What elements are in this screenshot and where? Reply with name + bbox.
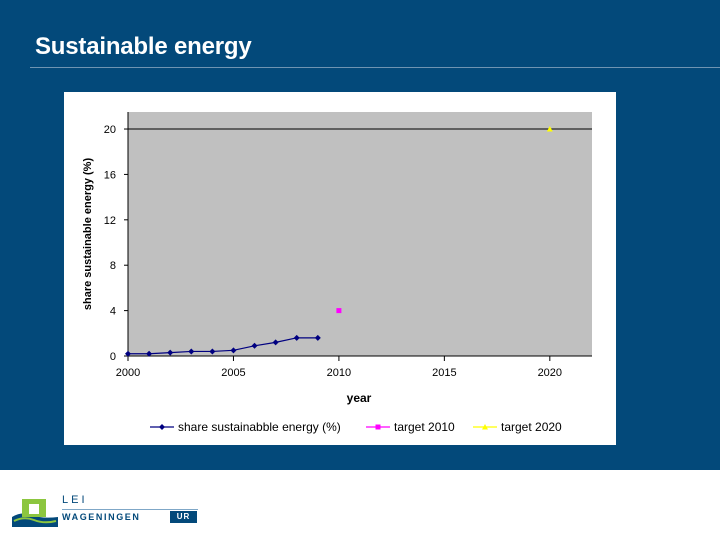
y-tick-label: 4 xyxy=(110,306,116,318)
data-point xyxy=(314,334,321,341)
slide-background: Sustainable energy 0 4 8 12 16 20 2000 2005 2010… xyxy=(0,0,720,470)
data-point xyxy=(272,339,279,346)
legend-marker xyxy=(159,424,165,430)
footer xyxy=(0,470,720,540)
data-point xyxy=(188,348,195,355)
x-tick-label: 2000 xyxy=(116,367,140,379)
data-point xyxy=(209,348,216,355)
x-tick-label: 2020 xyxy=(538,367,562,379)
data-point xyxy=(125,350,131,357)
legend-label: share sustainabble energy (%) xyxy=(178,420,341,434)
data-point xyxy=(336,308,342,314)
data-point xyxy=(230,347,237,354)
series-line-0 xyxy=(128,337,318,355)
data-point xyxy=(293,334,300,341)
slide-title: Sustainable energy xyxy=(35,33,252,60)
x-tick-label: 2010 xyxy=(327,367,351,379)
legend: share sustainabble energy (%) target 2010… xyxy=(150,420,562,434)
title-divider xyxy=(30,67,720,68)
x-tick-label: 2015 xyxy=(432,367,456,379)
wur-logo-icon xyxy=(12,499,58,527)
x-axis-label: year xyxy=(347,391,372,405)
data-point xyxy=(167,349,174,356)
footer-divider xyxy=(62,509,198,510)
wageningen-logo-text: WAGENINGEN xyxy=(62,512,141,522)
series-group xyxy=(125,126,553,357)
y-tick-label: 0 xyxy=(110,351,116,363)
data-point xyxy=(546,126,553,132)
legend-label: target 2020 xyxy=(501,420,562,434)
y-tick-label: 16 xyxy=(104,169,116,181)
data-point xyxy=(146,350,153,357)
energy-chart: 0 4 8 12 16 20 2000 2005 2010 2015 2020 share sust… xyxy=(82,112,592,434)
plot-area xyxy=(128,112,592,356)
legend-label: target 2010 xyxy=(394,420,455,434)
y-tick-label: 8 xyxy=(110,260,116,272)
axes: 0 4 8 12 16 20 2000 2005 2010 2015 2020 xyxy=(104,112,592,379)
y-axis-label: share sustainable energy (%) xyxy=(82,158,94,311)
legend-marker xyxy=(375,424,381,430)
y-tick-label: 20 xyxy=(104,124,116,136)
lei-logo-text: LEI xyxy=(62,494,88,506)
legend-marker xyxy=(482,424,488,430)
ur-logo-badge: UR xyxy=(170,511,197,523)
chart-panel: 0 4 8 12 16 20 2000 2005 2010 2015 2020 share sust… xyxy=(64,92,616,445)
x-tick-label: 2005 xyxy=(221,367,245,379)
y-tick-label: 12 xyxy=(104,215,116,227)
data-point xyxy=(251,342,258,349)
